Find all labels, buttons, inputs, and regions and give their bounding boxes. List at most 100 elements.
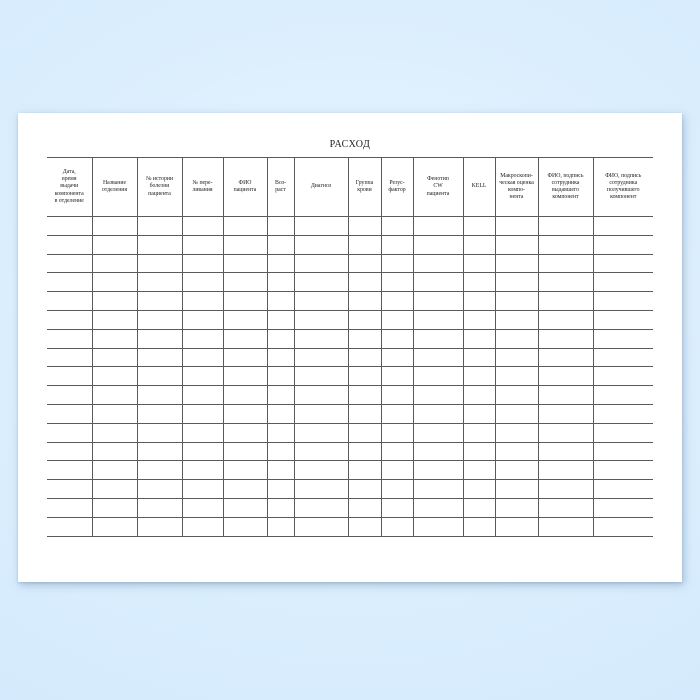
empty-cell [293, 347, 349, 368]
empty-cell [380, 328, 414, 349]
empty-cell [494, 441, 539, 462]
empty-cell [266, 234, 295, 255]
empty-cell [537, 479, 594, 499]
empty-cell [412, 516, 464, 537]
empty-cell [412, 497, 464, 518]
empty-cell [47, 253, 93, 274]
empty-row [47, 216, 653, 236]
empty-cell [222, 385, 268, 405]
empty-cell [293, 497, 349, 518]
empty-cell [47, 385, 93, 405]
empty-cell [412, 347, 464, 368]
empty-row [47, 291, 653, 311]
empty-row [47, 234, 653, 255]
empty-cell [412, 272, 464, 293]
empty-cell [592, 479, 653, 499]
empty-cell [412, 403, 464, 424]
empty-cell [380, 460, 414, 481]
empty-cell [380, 272, 414, 293]
empty-cell [347, 497, 382, 518]
empty-cell [412, 328, 464, 349]
expense-journal-table: Дата, время выдачи компонента в отделени… [47, 157, 653, 537]
empty-cell [462, 479, 496, 499]
empty-cell [347, 366, 382, 387]
empty-cell [592, 497, 653, 518]
empty-cell [462, 441, 496, 462]
empty-row [47, 347, 653, 368]
empty-cell [494, 516, 539, 537]
empty-cell [266, 291, 295, 311]
empty-cell [412, 479, 464, 499]
empty-cell [537, 234, 594, 255]
empty-cell [47, 441, 93, 462]
empty-cell [293, 441, 349, 462]
empty-cell [592, 347, 653, 368]
empty-cell [462, 385, 496, 405]
col-header-macro-assessment: Макроскопи- ческая оценка компо- нента [494, 157, 539, 217]
empty-cell [181, 216, 224, 236]
empty-cell [47, 403, 93, 424]
empty-cell [222, 441, 268, 462]
empty-cell [412, 216, 464, 236]
empty-cell [181, 309, 224, 330]
empty-cell [181, 403, 224, 424]
empty-cell [592, 460, 653, 481]
empty-cell [91, 497, 138, 518]
empty-cell [380, 366, 414, 387]
empty-cell [91, 441, 138, 462]
empty-cell [181, 385, 224, 405]
empty-cell [222, 403, 268, 424]
empty-cell [181, 422, 224, 443]
empty-cell [136, 497, 183, 518]
empty-cell [537, 497, 594, 518]
empty-cell [47, 309, 93, 330]
col-header-phenotype-cw: Фенотип CW пациента [412, 157, 464, 217]
empty-cell [91, 234, 138, 255]
empty-cell [592, 385, 653, 405]
empty-cell [380, 385, 414, 405]
empty-row [47, 309, 653, 330]
col-header-transfusion-no: № пере- ливания [181, 157, 224, 217]
empty-cell [537, 422, 594, 443]
empty-cell [494, 366, 539, 387]
empty-cell [266, 516, 295, 537]
empty-cell [537, 347, 594, 368]
empty-cell [222, 291, 268, 311]
empty-cell [462, 291, 496, 311]
empty-cell [222, 366, 268, 387]
empty-cell [380, 347, 414, 368]
empty-cell [462, 497, 496, 518]
empty-cell [266, 479, 295, 499]
empty-cell [91, 347, 138, 368]
empty-cell [592, 291, 653, 311]
empty-cell [266, 460, 295, 481]
empty-cell [462, 234, 496, 255]
empty-cell [462, 272, 496, 293]
empty-cell [47, 460, 93, 481]
document-title: РАСХОД [329, 139, 371, 150]
empty-cell [181, 328, 224, 349]
empty-cell [91, 253, 138, 274]
empty-cell [347, 272, 382, 293]
empty-cell [494, 422, 539, 443]
empty-cell [462, 403, 496, 424]
empty-cell [380, 216, 414, 236]
empty-cell [293, 516, 349, 537]
empty-cell [266, 422, 295, 443]
empty-cell [91, 479, 138, 499]
empty-cell [494, 291, 539, 311]
empty-cell [91, 309, 138, 330]
empty-cell [462, 460, 496, 481]
empty-cell [380, 422, 414, 443]
col-header-case-history-no: № истории болезни пациента [136, 157, 183, 217]
empty-cell [136, 272, 183, 293]
empty-cell [266, 347, 295, 368]
empty-cell [293, 479, 349, 499]
empty-cell [293, 366, 349, 387]
empty-row [47, 366, 653, 387]
empty-cell [412, 460, 464, 481]
empty-cell [136, 479, 183, 499]
empty-cell [91, 516, 138, 537]
empty-cell [537, 366, 594, 387]
empty-row [47, 253, 653, 274]
